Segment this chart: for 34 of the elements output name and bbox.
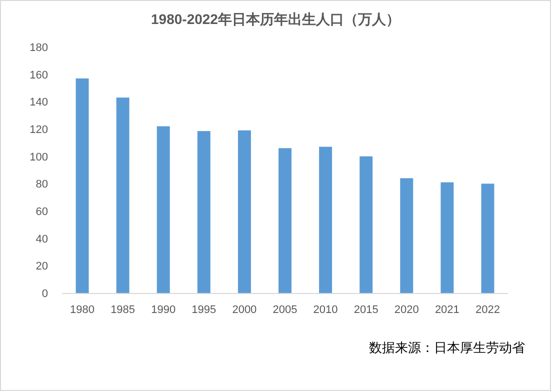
bar: [76, 78, 89, 293]
bar: [238, 130, 251, 293]
bar: [400, 178, 414, 293]
y-tick-label: 180: [30, 42, 48, 54]
y-tick-label: 80: [36, 178, 48, 191]
y-tick-label: 40: [36, 233, 48, 246]
bar: [360, 156, 373, 293]
y-tick-label: 100: [30, 151, 48, 164]
bar: [440, 182, 454, 293]
x-tick-label: 1995: [192, 304, 216, 316]
x-tick-label: 1990: [151, 304, 176, 316]
x-tick-label: 2022: [475, 304, 500, 316]
bar: [481, 184, 494, 293]
bar: [197, 131, 210, 293]
bar: [116, 98, 130, 293]
chart-title: 1980-2022年日本历年出生人口（万人）: [151, 11, 400, 27]
source-note: 数据来源：日本厚生劳动省: [369, 340, 525, 355]
y-tick-label: 120: [30, 124, 48, 136]
y-tick-label: 20: [36, 260, 48, 273]
x-tick-label: 2005: [272, 304, 298, 316]
x-tick-label: 2010: [313, 304, 338, 316]
bar: [319, 146, 332, 293]
bar: [156, 126, 170, 293]
x-tick-label: 1980: [70, 304, 95, 316]
bar: [278, 148, 292, 293]
x-tick-label: 2021: [434, 304, 460, 316]
y-tick-label: 140: [30, 96, 48, 109]
x-tick-label: 2020: [394, 304, 419, 316]
y-tick-label: 0: [42, 288, 48, 300]
y-tick-label: 60: [36, 206, 48, 218]
y-tick-label: 160: [30, 69, 48, 82]
x-tick-label: 2015: [354, 304, 378, 316]
x-tick-label: 2000: [232, 304, 257, 316]
x-tick-label: 1985: [110, 304, 136, 316]
